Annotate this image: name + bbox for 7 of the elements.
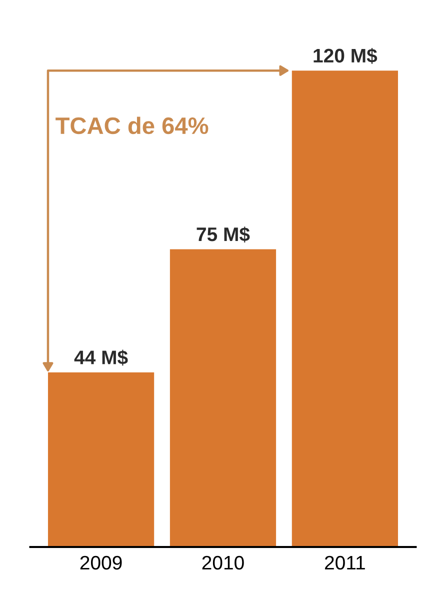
x-tick-label: 2010: [202, 556, 244, 570]
data-label: 44 M$: [74, 350, 128, 366]
x-tick-label: 2011: [325, 556, 365, 570]
annotation: TCAC de 64%: [56, 116, 208, 134]
x-tick-label: 2009: [80, 556, 122, 570]
data-label: 120 M$: [314, 48, 378, 64]
data-label: 75 M$: [196, 226, 250, 242]
